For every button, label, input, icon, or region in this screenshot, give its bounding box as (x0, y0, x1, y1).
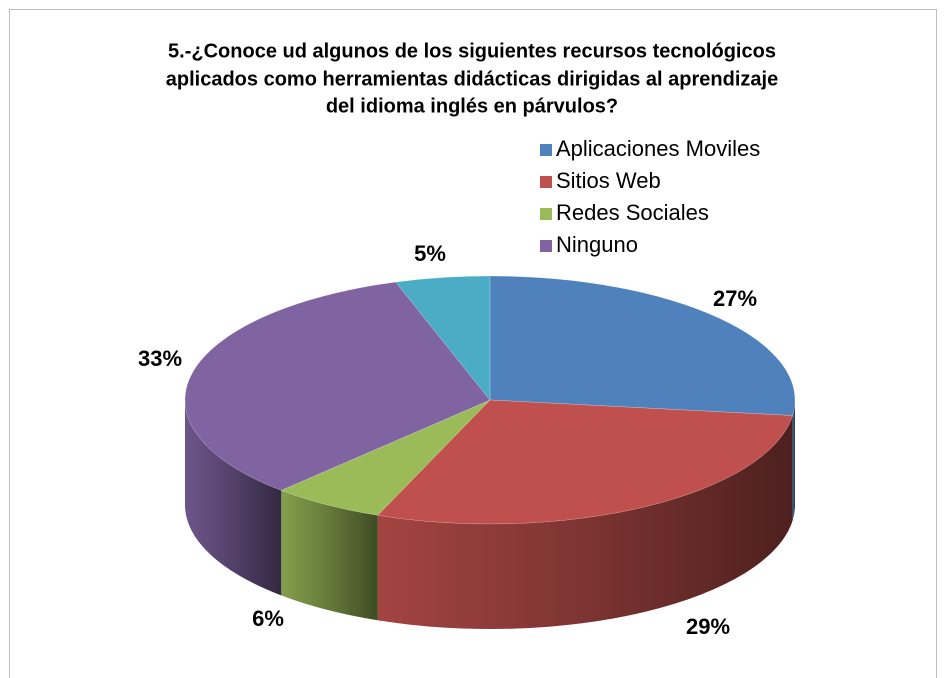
data-label: 29% (686, 614, 730, 639)
pie-slice (184, 281, 491, 596)
legend-label: Redes Sociales (556, 200, 709, 225)
legend-label: Ninguno (556, 232, 638, 257)
pie-slice (377, 399, 793, 629)
slice-side-shade (792, 400, 795, 521)
slice-side-shade (185, 400, 282, 596)
slice-top (377, 399, 793, 525)
data-label: 33% (138, 346, 182, 371)
slice-top (280, 399, 491, 516)
pie-slice (489, 275, 796, 521)
chart-title: aplicados como herramientas didácticas d… (166, 68, 778, 90)
data-label: 6% (252, 606, 284, 631)
legend-swatch (540, 240, 552, 252)
slice-top (489, 275, 796, 416)
slice-top (184, 281, 491, 491)
chart-title: 5.-¿Conoce ud algunos de los siguientes … (168, 40, 776, 62)
pie-slice (280, 399, 491, 621)
legend-label: Aplicaciones Moviles (556, 136, 760, 161)
data-label: 27% (713, 286, 757, 311)
legend-swatch (540, 208, 552, 220)
chart-title: del idioma inglés en párvulos? (326, 95, 618, 117)
slice-side-shade (377, 415, 793, 629)
slice-side-shade (281, 490, 378, 621)
legend-label: Sitios Web (556, 168, 661, 193)
slice-top (395, 275, 491, 401)
legend-swatch (540, 144, 552, 156)
legend-swatch (540, 176, 552, 188)
pie-slice (395, 275, 491, 401)
data-label: 5% (414, 241, 446, 266)
